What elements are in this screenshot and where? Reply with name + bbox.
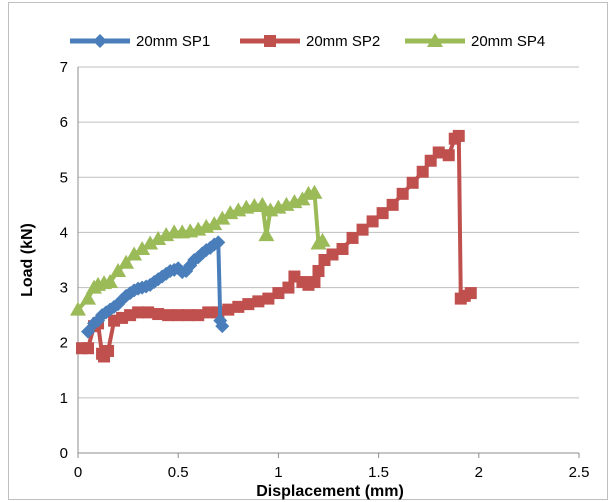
data-point <box>211 235 226 250</box>
data-point <box>222 303 235 316</box>
data-point <box>442 149 455 162</box>
data-point <box>312 265 325 278</box>
x-tick-label: 2 <box>475 464 483 481</box>
legend-label: 20mm SP1 <box>136 33 210 50</box>
legend: 20mm SP1 20mm SP2 20mm SP4 <box>70 33 545 50</box>
data-point <box>252 295 265 308</box>
data-point <box>254 196 271 211</box>
data-point <box>182 309 195 322</box>
data-point <box>172 309 185 322</box>
legend-swatch-marker <box>264 35 276 47</box>
gridlines <box>78 66 579 399</box>
x-axis-title: Displacement (mm) <box>256 483 404 500</box>
x-tick-label: 1.5 <box>368 464 389 481</box>
series-1 <box>76 129 477 363</box>
series-0 <box>81 235 230 339</box>
data-point <box>306 184 323 199</box>
data-point <box>406 176 419 189</box>
x-tick-label: 2.5 <box>569 464 590 481</box>
data-point <box>452 129 465 142</box>
data-point <box>396 187 409 200</box>
data-point <box>346 231 359 244</box>
data-point <box>152 308 165 321</box>
data-point <box>464 287 477 300</box>
y-tick-label: 0 <box>60 445 68 462</box>
data-point <box>134 240 151 255</box>
data-point <box>102 344 115 357</box>
data-point <box>356 223 369 236</box>
data-point <box>376 207 389 220</box>
y-axis-title: Load (kN) <box>19 223 36 297</box>
data-point <box>70 301 86 316</box>
data-point <box>80 290 97 305</box>
x-tick-label: 0.5 <box>168 464 189 481</box>
data-point <box>282 281 295 294</box>
data-point <box>192 309 205 322</box>
data-point <box>262 292 275 305</box>
data-point <box>326 248 339 261</box>
data-point <box>215 319 230 334</box>
legend-entry: 20mm SP4 <box>405 33 545 50</box>
series-group <box>70 129 477 363</box>
data-point <box>162 309 175 322</box>
data-point <box>232 300 245 313</box>
data-point <box>118 254 135 269</box>
data-point <box>102 274 119 289</box>
data-point <box>142 235 159 250</box>
data-point <box>308 276 321 289</box>
y-tick-label: 7 <box>60 59 68 76</box>
y-tick-label: 2 <box>60 335 68 352</box>
data-point <box>150 231 167 246</box>
legend-label: 20mm SP4 <box>471 33 545 50</box>
y-tick-label: 1 <box>60 390 68 407</box>
data-point <box>82 342 95 355</box>
data-point <box>214 210 231 225</box>
data-point <box>202 306 215 319</box>
data-point <box>272 287 285 300</box>
data-point <box>366 215 379 228</box>
data-point <box>242 298 255 311</box>
axes <box>77 67 579 454</box>
series-2 <box>70 184 331 316</box>
legend-swatch-marker <box>93 34 107 48</box>
legend-entry: 20mm SP2 <box>240 33 380 50</box>
data-point <box>142 306 155 319</box>
data-point <box>336 242 349 255</box>
x-tick-label: 1 <box>274 464 282 481</box>
data-point <box>386 198 399 211</box>
data-point <box>81 324 96 339</box>
legend-swatch-marker <box>427 33 443 47</box>
y-tick-labels: 0 1 2 3 4 5 6 7 <box>60 59 68 462</box>
data-point <box>432 146 445 159</box>
data-point <box>258 227 275 242</box>
y-tick-label: 3 <box>60 280 68 297</box>
y-tick-label: 6 <box>60 114 68 131</box>
data-point <box>110 263 127 278</box>
data-point <box>314 232 331 247</box>
chart-frame <box>8 2 608 500</box>
legend-entry: 20mm SP1 <box>70 33 210 50</box>
x-tick-labels: 0 0.5 1 1.5 2 2.5 <box>74 453 590 481</box>
x-tick-label: 0 <box>74 464 82 481</box>
legend-label: 20mm SP2 <box>306 33 380 50</box>
y-tick-label: 5 <box>60 169 68 186</box>
data-point <box>416 165 429 178</box>
y-tick-label: 4 <box>60 224 68 241</box>
data-point <box>126 246 143 261</box>
data-point <box>206 216 223 231</box>
data-point <box>132 306 145 319</box>
